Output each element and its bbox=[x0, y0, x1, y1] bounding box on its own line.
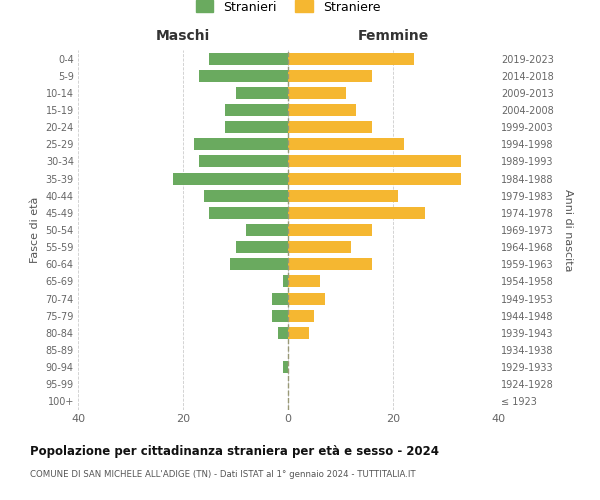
Y-axis label: Anni di nascita: Anni di nascita bbox=[563, 188, 573, 271]
Bar bbox=[288, 52, 414, 64]
Bar bbox=[288, 241, 351, 253]
Bar bbox=[209, 207, 288, 219]
Bar bbox=[288, 104, 356, 116]
Bar bbox=[288, 224, 372, 236]
Bar bbox=[288, 87, 346, 99]
Bar bbox=[288, 258, 372, 270]
Bar bbox=[288, 292, 325, 304]
Bar bbox=[225, 121, 288, 133]
Bar bbox=[288, 156, 461, 168]
Bar bbox=[288, 70, 372, 82]
Bar bbox=[283, 276, 288, 287]
Bar bbox=[272, 292, 288, 304]
Bar bbox=[209, 52, 288, 64]
Bar bbox=[204, 190, 288, 202]
Bar bbox=[235, 87, 288, 99]
Bar bbox=[173, 172, 288, 184]
Bar bbox=[283, 361, 288, 373]
Text: Femmine: Femmine bbox=[358, 29, 428, 43]
Bar bbox=[288, 327, 309, 339]
Bar bbox=[193, 138, 288, 150]
Bar bbox=[288, 121, 372, 133]
Bar bbox=[272, 310, 288, 322]
Bar bbox=[235, 241, 288, 253]
Bar bbox=[277, 327, 288, 339]
Bar bbox=[288, 276, 320, 287]
Text: Maschi: Maschi bbox=[156, 29, 210, 43]
Bar bbox=[288, 190, 398, 202]
Y-axis label: Fasce di età: Fasce di età bbox=[30, 197, 40, 263]
Bar bbox=[199, 70, 288, 82]
Bar bbox=[246, 224, 288, 236]
Text: Popolazione per cittadinanza straniera per età e sesso - 2024: Popolazione per cittadinanza straniera p… bbox=[30, 445, 439, 458]
Bar bbox=[288, 207, 425, 219]
Bar bbox=[288, 138, 404, 150]
Bar bbox=[225, 104, 288, 116]
Legend: Stranieri, Straniere: Stranieri, Straniere bbox=[191, 0, 385, 18]
Text: COMUNE DI SAN MICHELE ALL'ADIGE (TN) - Dati ISTAT al 1° gennaio 2024 - TUTTITALI: COMUNE DI SAN MICHELE ALL'ADIGE (TN) - D… bbox=[30, 470, 416, 479]
Bar bbox=[288, 172, 461, 184]
Bar bbox=[199, 156, 288, 168]
Bar bbox=[288, 310, 314, 322]
Bar bbox=[230, 258, 288, 270]
